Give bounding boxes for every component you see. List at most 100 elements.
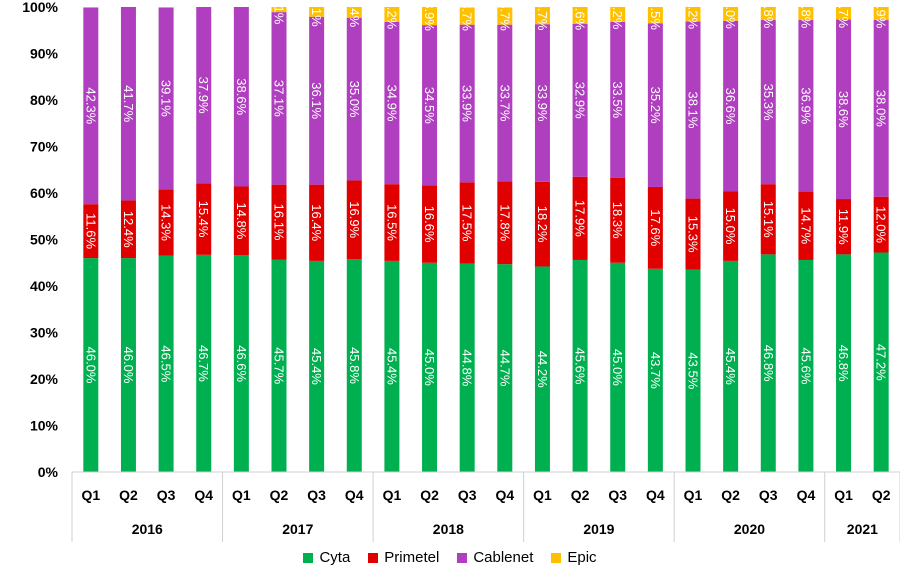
data-label-primetel: 12.0% (874, 206, 889, 243)
bar-segment-primetel (836, 199, 852, 255)
data-label-primetel: 16.6% (422, 206, 437, 243)
legend-swatch-primetel (368, 552, 379, 563)
bar-segment-cablenet (384, 21, 400, 185)
y-tick-label: 100% (22, 0, 58, 15)
data-label-cyta: 47.2% (874, 344, 889, 381)
legend-label-epic: Epic (567, 549, 597, 566)
data-label-cablenet: 33.9% (535, 85, 550, 122)
bar-segment-primetel (346, 180, 362, 260)
data-label-cyta: 45.4% (309, 348, 324, 385)
y-tick-label: 0% (38, 464, 59, 480)
bar-segment-cyta (873, 252, 889, 472)
data-label-primetel: 12.4% (121, 211, 136, 248)
data-label-cablenet: 35.2% (648, 87, 663, 124)
data-label-cyta: 43.5% (686, 352, 701, 389)
data-label-cablenet: 36.6% (723, 88, 738, 125)
x-tick-label-quarter: Q3 (759, 487, 778, 503)
bar-segment-cyta (836, 254, 852, 472)
bar-segment-epic (610, 7, 626, 22)
y-tick-label: 80% (30, 92, 59, 108)
x-tick-label-quarter: Q2 (571, 487, 590, 503)
data-label-primetel: 16.4% (309, 204, 324, 241)
data-label-epic: 3.5% (648, 0, 663, 30)
data-label-primetel: 16.1% (272, 204, 287, 241)
data-label-cablenet: 35.0% (347, 81, 362, 118)
x-tick-label-quarter: Q3 (157, 487, 176, 503)
x-tick-label-quarter: Q1 (232, 487, 251, 503)
data-label-cyta: 45.8% (347, 347, 362, 384)
data-label-cyta: 45.7% (272, 347, 287, 384)
x-tick-label-quarter: Q3 (608, 487, 627, 503)
data-label-epic: 3.0% (723, 0, 738, 29)
data-label-cablenet: 34.5% (422, 87, 437, 124)
x-tick-label-quarter: Q2 (270, 487, 289, 503)
bar-segment-cyta (196, 254, 212, 472)
data-label-epic: 1.1% (272, 0, 287, 25)
bar-segment-cablenet (873, 20, 889, 197)
data-label-primetel: 15.3% (686, 216, 701, 253)
bar-segment-cyta (83, 258, 99, 472)
data-label-cablenet: 33.9% (460, 85, 475, 122)
bar-segment-primetel (685, 198, 701, 270)
data-label-cyta: 45.0% (610, 349, 625, 386)
x-group-label-year: 2020 (734, 521, 765, 537)
bar-segment-cyta (120, 258, 136, 472)
bar-segment-cablenet (158, 7, 174, 190)
data-label-epic: 2.1% (309, 0, 324, 27)
bar-segment-cyta (798, 259, 814, 472)
bar-segment-cablenet (760, 20, 776, 185)
legend-item-cyta: Cyta (303, 549, 350, 566)
data-label-cablenet: 33.7% (497, 85, 512, 122)
data-label-epic: 3.9% (422, 1, 437, 31)
bar-segment-cyta (497, 264, 513, 472)
bar-segment-epic (459, 7, 475, 25)
bar-segment-cablenet (120, 7, 136, 201)
x-group-label-year: 2021 (847, 521, 878, 537)
x-group-label-year: 2019 (583, 521, 614, 537)
x-tick-label-quarter: Q4 (345, 487, 364, 503)
bar-segment-cyta (158, 255, 174, 472)
data-label-primetel: 17.9% (573, 200, 588, 237)
x-tick-label-quarter: Q2 (721, 487, 740, 503)
data-label-primetel: 14.7% (798, 207, 813, 244)
x-group-label-year: 2018 (433, 521, 464, 537)
data-label-epic: 2.7% (836, 0, 851, 29)
bar-segment-cyta (647, 268, 663, 472)
bar-segment-primetel (497, 181, 513, 265)
y-tick-label: 40% (30, 278, 59, 294)
data-label-cablenet: 36.9% (798, 87, 813, 124)
data-label-primetel: 11.6% (83, 213, 98, 249)
x-tick-label-quarter: Q2 (872, 487, 891, 503)
bar-segment-epic (271, 7, 287, 13)
data-label-primetel: 14.8% (234, 202, 249, 239)
legend-item-epic: Epic (551, 549, 597, 566)
data-label-cyta: 46.7% (196, 345, 211, 382)
y-tick-label: 50% (30, 232, 59, 248)
stacked-bar-chart: 0% 10% 20% 30% 40% 50% 60% 70% 80% 90% 100% 46.0% 11… (22, 0, 900, 542)
data-label-primetel: 11.9% (836, 209, 851, 245)
x-tick-label-quarter: Q1 (533, 487, 552, 503)
bar-segment-primetel (158, 189, 174, 256)
bar-segment-epic (534, 7, 550, 25)
bar-segment-cablenet (685, 21, 701, 199)
data-label-cablenet: 38.6% (836, 91, 851, 128)
data-label-epic: 3.2% (686, 0, 701, 29)
data-label-cablenet: 32.9% (573, 82, 588, 119)
data-label-epic: 3.2% (384, 0, 399, 30)
bar-segment-cyta (422, 262, 438, 472)
bar-segment-cyta (534, 266, 550, 472)
bar-segment-primetel (422, 185, 438, 263)
x-tick-label-quarter: Q4 (194, 487, 213, 503)
data-label-epic: 2.8% (761, 0, 776, 29)
y-tick-label: 20% (30, 371, 59, 387)
data-label-cablenet: 34.9% (384, 85, 399, 122)
bar-segment-cablenet (346, 17, 362, 181)
x-tick-label-quarter: Q2 (119, 487, 138, 503)
bar-segment-cablenet (534, 24, 550, 182)
bar-segment-cyta (685, 269, 701, 472)
y-tick-label: 30% (30, 325, 59, 341)
data-label-cablenet: 38.0% (874, 90, 889, 127)
data-label-primetel: 15.1% (761, 201, 776, 238)
data-label-cyta: 45.0% (422, 349, 437, 386)
legend-swatch-cablenet (457, 552, 468, 563)
